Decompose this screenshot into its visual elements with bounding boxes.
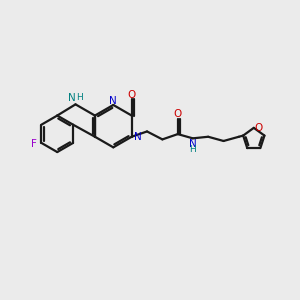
Text: O: O	[174, 110, 182, 119]
Text: H: H	[189, 145, 196, 154]
Text: H: H	[76, 93, 82, 102]
Text: N: N	[110, 95, 117, 106]
Text: N: N	[189, 139, 197, 148]
Text: F: F	[31, 139, 36, 148]
Text: N: N	[68, 93, 76, 103]
Text: O: O	[128, 90, 136, 100]
Text: N: N	[134, 132, 142, 142]
Text: O: O	[255, 123, 263, 133]
